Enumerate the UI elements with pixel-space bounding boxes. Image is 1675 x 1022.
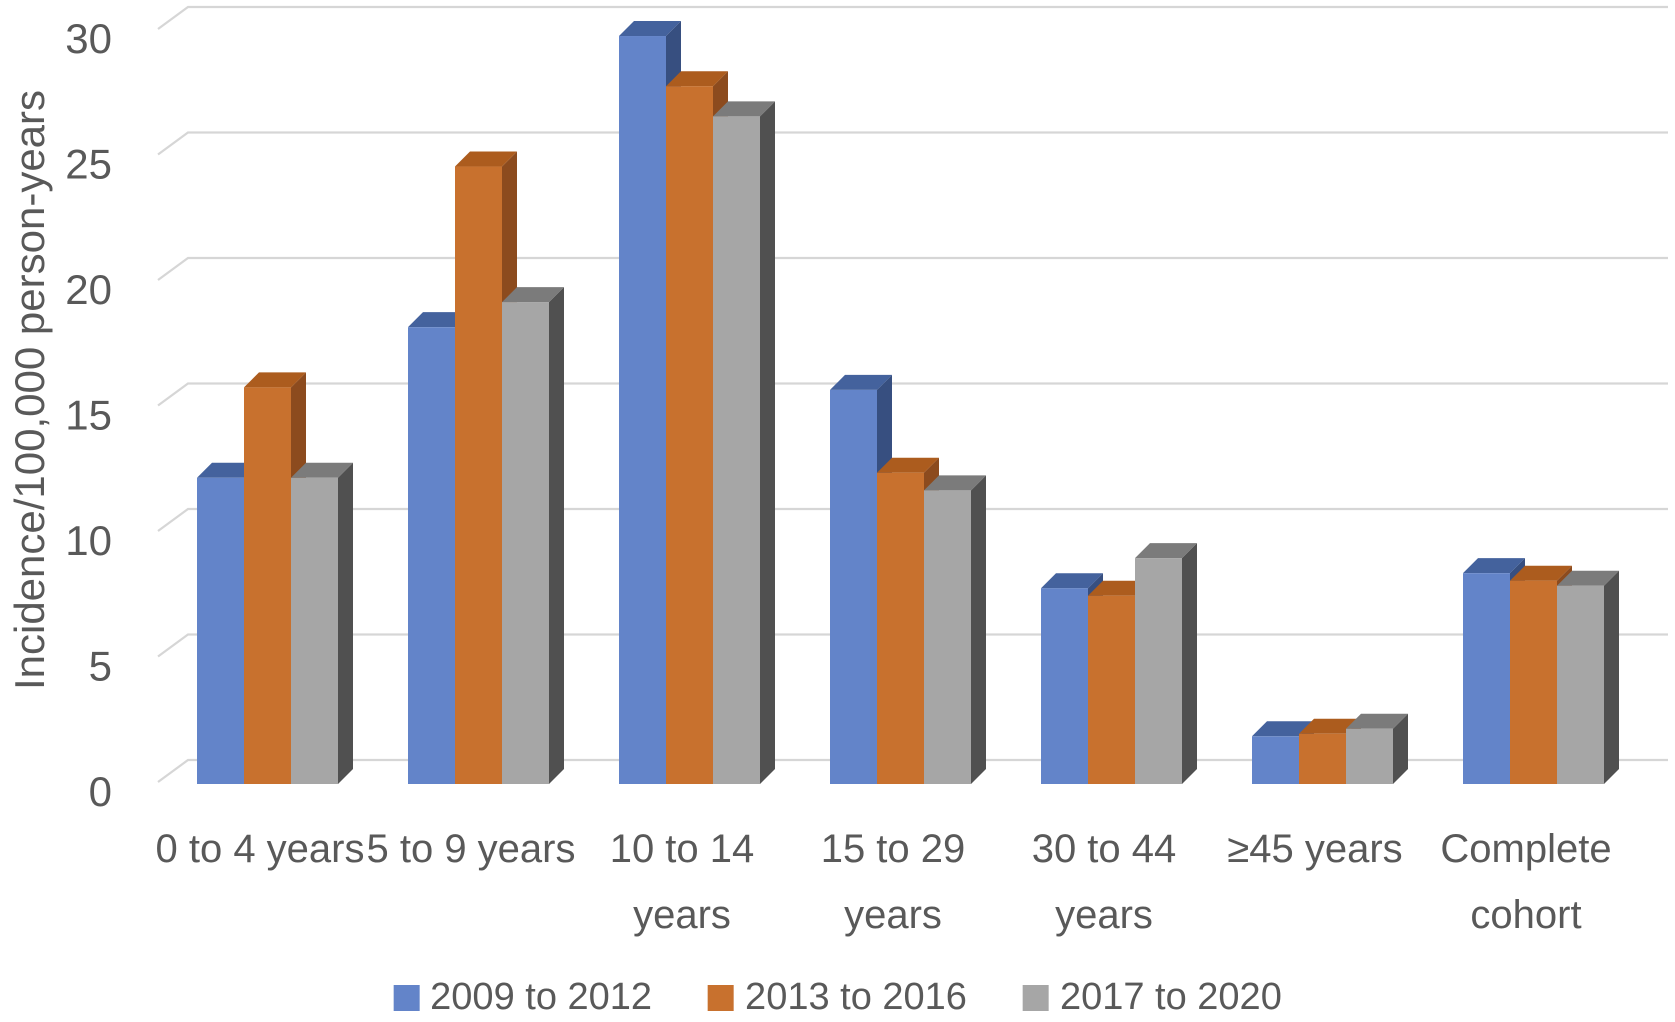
x-category-label: 30 to 44 years: [1031, 827, 1177, 937]
bar-top-1: [455, 151, 517, 167]
bar-side-2: [760, 101, 775, 785]
legend-label: 2013 to 2016: [745, 976, 967, 1018]
y-tick-label: 20: [65, 266, 112, 313]
bar-2: [1135, 558, 1182, 784]
y-tick-label: 5: [89, 643, 112, 690]
legend-swatch-gray: [1022, 984, 1049, 1011]
bar-top-2: [1346, 713, 1408, 729]
bar-top-1: [1510, 565, 1572, 581]
bar-1: [1510, 580, 1557, 784]
bar-top-2: [502, 287, 564, 303]
legend: 2009 to 2012 2013 to 2016 2017 to 2020: [393, 976, 1282, 1019]
gridline: [157, 382, 1668, 407]
bar-side-2: [971, 475, 986, 784]
legend-label: 2009 to 2012: [430, 976, 653, 1018]
bar-2: [291, 477, 338, 784]
x-category-label: 15 to 29 years: [820, 827, 966, 937]
legend-item: 2009 to 2012: [393, 976, 652, 1019]
y-tick-label: 10: [65, 517, 112, 564]
bar-0: [197, 477, 244, 784]
bar-0: [408, 327, 455, 784]
legend-item: 2013 to 2016: [708, 976, 967, 1019]
bar-side-2: [1604, 570, 1619, 784]
bar-top-2: [713, 101, 775, 117]
bar-side-2: [549, 287, 564, 784]
gridline: [157, 5, 1668, 30]
bar-top-2: [924, 475, 986, 491]
bar-side-2: [338, 462, 353, 784]
bar-top-0: [1041, 573, 1103, 589]
x-category-label: 5 to 9 years: [366, 827, 576, 871]
bar-0: [1041, 588, 1088, 784]
bar-side-2: [1182, 543, 1197, 784]
bar-top-0: [1463, 558, 1525, 574]
bar-top-1: [1299, 718, 1361, 734]
bar-top-2: [291, 462, 353, 478]
bar-top-0: [197, 462, 259, 478]
bar-0: [1463, 573, 1510, 784]
y-tick-label: 0: [89, 768, 112, 815]
bar-0: [1252, 736, 1299, 784]
bar-top-0: [830, 374, 892, 390]
x-category-label: ≥45 years: [1227, 827, 1403, 871]
legend-label: 2017 to 2020: [1059, 976, 1282, 1018]
bar-2: [713, 116, 760, 785]
bar-1: [1299, 733, 1346, 784]
x-category-label: 10 to 14 years: [609, 827, 755, 937]
bar-top-1: [877, 457, 939, 473]
legend-swatch-orange: [708, 984, 735, 1011]
legend-item: 2017 to 2020: [1022, 976, 1282, 1019]
bar-0: [830, 389, 877, 784]
bar-top-0: [1252, 721, 1314, 737]
gridline: [157, 507, 1668, 532]
bar-1: [666, 86, 713, 785]
bar-1: [244, 387, 291, 784]
bar-top-2: [1135, 543, 1197, 559]
bar-1: [455, 166, 502, 785]
bar-side-2: [1393, 713, 1408, 784]
x-category-label: 0 to 4 years: [155, 827, 365, 871]
bar-2: [502, 302, 549, 784]
x-category-label: Complete cohort: [1440, 827, 1612, 937]
bar-top-2: [1557, 570, 1619, 586]
gridline: [157, 256, 1668, 281]
y-tick-label: 25: [65, 141, 112, 188]
bar-top-1: [244, 372, 306, 388]
bar-2: [1346, 728, 1393, 784]
bar-0: [619, 36, 666, 784]
bar-1: [877, 472, 924, 784]
bar-top-0: [619, 21, 681, 37]
bar-top-1: [1088, 580, 1150, 596]
y-tick-label: 15: [65, 392, 112, 439]
gridline: [157, 131, 1668, 156]
bar-2: [924, 490, 971, 784]
y-tick-label: 30: [65, 15, 112, 62]
bar-top-1: [666, 71, 728, 87]
bar-top-0: [408, 312, 470, 328]
legend-swatch-blue: [393, 984, 420, 1011]
bar-2: [1557, 585, 1604, 784]
bar-1: [1088, 595, 1135, 784]
